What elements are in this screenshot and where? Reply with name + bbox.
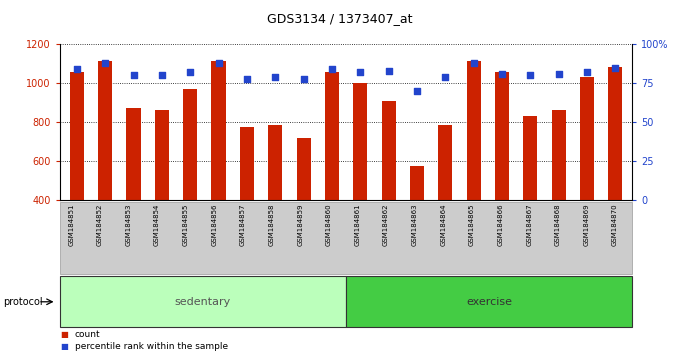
- Text: GSM184864: GSM184864: [441, 204, 446, 246]
- Bar: [466, 61, 481, 278]
- Bar: [495, 72, 509, 278]
- Point: [469, 60, 479, 66]
- Text: GDS3134 / 1373407_at: GDS3134 / 1373407_at: [267, 12, 413, 25]
- Bar: [438, 125, 452, 278]
- Text: GSM184868: GSM184868: [555, 204, 561, 246]
- Text: GSM184865: GSM184865: [469, 204, 475, 246]
- Bar: [524, 116, 537, 278]
- Text: GSM184860: GSM184860: [326, 204, 332, 246]
- Bar: [410, 166, 424, 278]
- Text: GSM184857: GSM184857: [240, 204, 246, 246]
- Text: GSM184862: GSM184862: [383, 204, 389, 246]
- Point: [185, 69, 196, 75]
- Text: ■: ■: [60, 342, 68, 351]
- Bar: [155, 110, 169, 278]
- Text: exercise: exercise: [466, 297, 512, 307]
- Text: GSM184869: GSM184869: [583, 204, 590, 246]
- Text: GSM184856: GSM184856: [211, 204, 218, 246]
- Text: GSM184858: GSM184858: [269, 204, 275, 246]
- Point: [440, 74, 451, 80]
- Text: GSM184863: GSM184863: [411, 204, 418, 246]
- Bar: [551, 110, 566, 278]
- Point: [270, 74, 281, 80]
- Text: GSM184854: GSM184854: [154, 204, 160, 246]
- Text: GSM184867: GSM184867: [526, 204, 532, 246]
- Bar: [325, 72, 339, 278]
- Point: [213, 60, 224, 66]
- Bar: [183, 90, 197, 278]
- Bar: [381, 101, 396, 278]
- Text: protocol: protocol: [3, 297, 43, 307]
- Text: GSM184851: GSM184851: [68, 204, 74, 246]
- Point: [71, 66, 82, 72]
- Text: GSM184866: GSM184866: [498, 204, 504, 246]
- Text: count: count: [75, 330, 101, 339]
- Point: [610, 65, 621, 70]
- Point: [241, 76, 252, 81]
- Text: ■: ■: [60, 330, 68, 339]
- Text: GSM184861: GSM184861: [354, 204, 360, 246]
- Point: [326, 66, 337, 72]
- Point: [411, 88, 422, 94]
- Text: GSM184870: GSM184870: [612, 204, 618, 246]
- Point: [156, 73, 167, 78]
- Text: sedentary: sedentary: [175, 297, 231, 307]
- Text: percentile rank within the sample: percentile rank within the sample: [75, 342, 228, 351]
- Point: [496, 71, 507, 77]
- Point: [554, 71, 564, 77]
- Bar: [580, 78, 594, 278]
- Point: [355, 69, 366, 75]
- Text: GSM184855: GSM184855: [183, 204, 188, 246]
- Point: [384, 68, 394, 74]
- Point: [525, 73, 536, 78]
- Point: [100, 60, 111, 66]
- Text: GSM184852: GSM184852: [97, 204, 103, 246]
- Text: GSM184853: GSM184853: [125, 204, 131, 246]
- Bar: [70, 73, 84, 278]
- Bar: [268, 125, 282, 278]
- Bar: [98, 61, 112, 278]
- Bar: [296, 138, 311, 278]
- Point: [298, 76, 309, 81]
- Point: [581, 69, 592, 75]
- Bar: [353, 82, 367, 278]
- Bar: [126, 108, 141, 278]
- Bar: [211, 61, 226, 278]
- Point: [128, 73, 139, 78]
- Bar: [609, 67, 622, 278]
- Text: GSM184859: GSM184859: [297, 204, 303, 246]
- Bar: [240, 127, 254, 278]
